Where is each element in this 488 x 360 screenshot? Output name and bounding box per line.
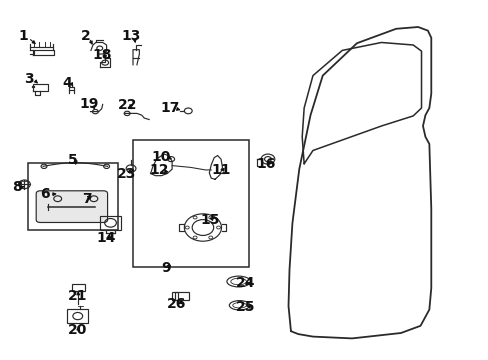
Text: 14: 14: [97, 231, 116, 244]
Text: 25: 25: [235, 300, 255, 314]
Text: 8: 8: [12, 180, 22, 194]
Bar: [175, 292, 188, 300]
Text: 22: 22: [118, 98, 138, 112]
Text: 18: 18: [92, 48, 111, 62]
Text: 21: 21: [67, 289, 87, 303]
Text: 11: 11: [211, 163, 230, 177]
FancyBboxPatch shape: [36, 191, 107, 222]
Text: 3: 3: [24, 72, 34, 86]
Text: 16: 16: [256, 157, 276, 171]
Text: 2: 2: [81, 29, 90, 43]
Text: 13: 13: [121, 29, 141, 43]
Bar: [172, 292, 178, 300]
Text: 15: 15: [200, 213, 220, 227]
Text: 10: 10: [151, 150, 171, 163]
Text: 24: 24: [235, 276, 255, 289]
Text: 9: 9: [161, 261, 171, 275]
Bar: [28, 163, 118, 230]
Text: 12: 12: [149, 163, 168, 177]
Text: 20: 20: [67, 324, 87, 337]
Text: 4: 4: [62, 76, 72, 90]
Bar: [100, 216, 121, 230]
Text: 19: 19: [79, 98, 99, 111]
Text: 7: 7: [82, 192, 92, 206]
Text: 26: 26: [167, 297, 186, 311]
Text: 17: 17: [160, 101, 180, 115]
Text: 6: 6: [40, 188, 50, 201]
Text: 23: 23: [116, 167, 136, 180]
Bar: [133, 140, 249, 267]
Text: 5: 5: [67, 153, 77, 167]
Bar: [67, 309, 88, 323]
Bar: [72, 284, 84, 291]
Text: 1: 1: [19, 29, 28, 43]
